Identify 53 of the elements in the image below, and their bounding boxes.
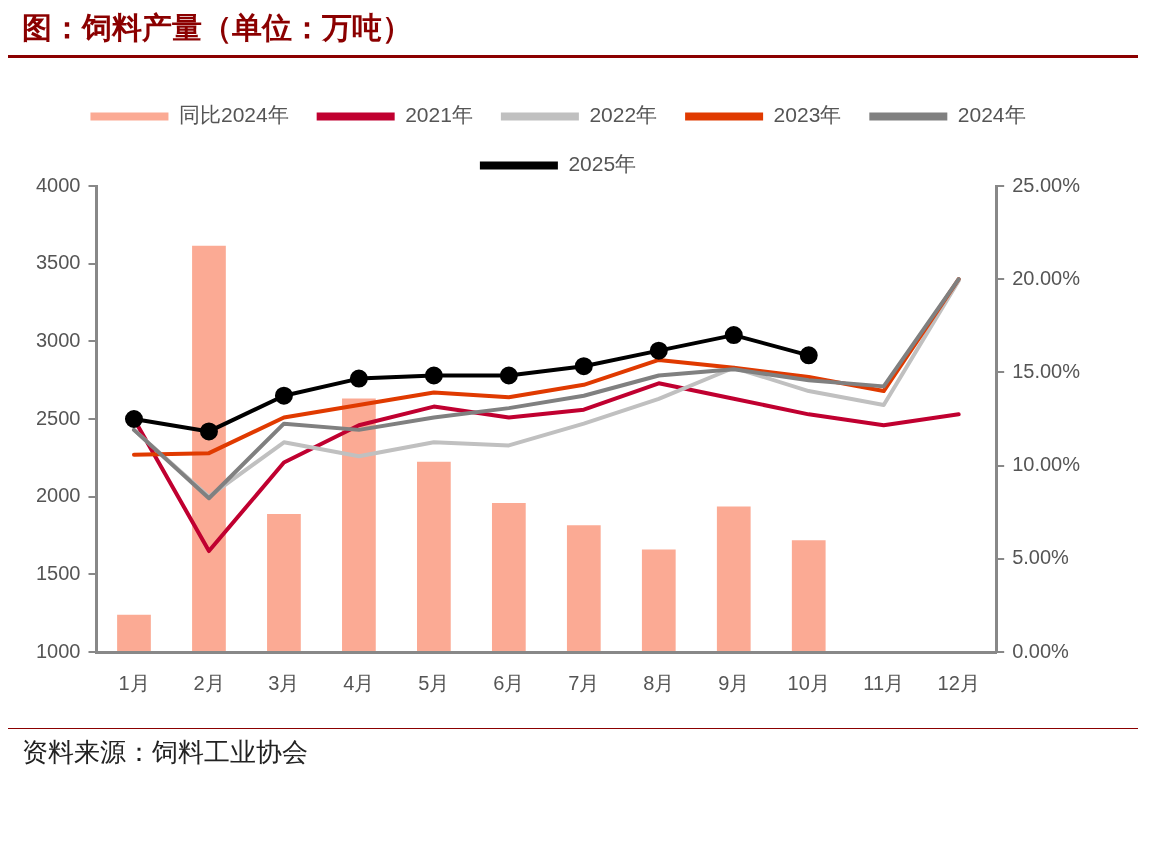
y2-tick-label: 0.00%	[1012, 639, 1070, 662]
x-tick-label: 4月	[343, 671, 375, 694]
bar	[417, 461, 451, 651]
legend-label: 同比2024年	[178, 103, 289, 127]
bar	[342, 398, 376, 651]
chart-title: 图：饲料产量（单位：万吨）	[8, 8, 1138, 58]
bar	[641, 549, 676, 651]
legend-label: 2022年	[589, 103, 658, 127]
y-tick-label: 2000	[35, 484, 81, 507]
y2-tick-label: 10.00%	[1012, 453, 1081, 476]
point	[499, 366, 518, 385]
y-tick-label: 4000	[35, 173, 81, 196]
point	[799, 346, 818, 365]
y-tick-label: 1000	[35, 639, 81, 662]
bar	[267, 514, 301, 651]
y-tick-label: 1500	[35, 561, 81, 584]
point	[274, 386, 293, 405]
bar	[491, 502, 526, 651]
point	[124, 410, 143, 428]
x-tick-label: 2月	[193, 671, 225, 694]
bar	[716, 506, 751, 651]
x-tick-label: 5月	[418, 671, 450, 694]
point	[424, 366, 443, 385]
bar	[192, 245, 226, 651]
x-tick-label: 1月	[118, 671, 150, 694]
point	[199, 422, 218, 441]
x-tick-label: 12月	[937, 671, 980, 694]
point	[349, 369, 368, 388]
x-tick-label: 9月	[718, 671, 750, 694]
x-tick-label: 6月	[493, 671, 525, 694]
legend-label: 2021年	[405, 103, 473, 127]
y2-tick-label: 20.00%	[1012, 266, 1081, 289]
bar	[566, 525, 601, 651]
legend-label: 2025年	[568, 152, 637, 176]
text: 资料来源：饲料工业协会	[21, 736, 309, 769]
point	[574, 357, 593, 376]
x-tick-label: 7月	[568, 671, 600, 694]
y2-tick-label: 15.00%	[1012, 359, 1081, 382]
y2-tick-label: 25.00%	[1012, 173, 1081, 196]
point	[724, 326, 743, 345]
x-tick-label: 11月	[863, 671, 905, 694]
x-tick-label: 10月	[787, 671, 830, 694]
x-tick-label: 8月	[643, 671, 675, 694]
point	[649, 341, 668, 360]
bar	[791, 540, 826, 651]
y2-tick-label: 5.00%	[1012, 546, 1070, 569]
legend-label: 2023年	[773, 103, 842, 127]
x-tick-label: 3月	[268, 671, 300, 694]
y-tick-label: 3500	[35, 251, 81, 274]
bar	[117, 614, 151, 651]
y-tick-label: 2500	[35, 406, 81, 429]
legend-label: 2024年	[957, 103, 1026, 127]
y-tick-label: 3000	[35, 328, 81, 351]
